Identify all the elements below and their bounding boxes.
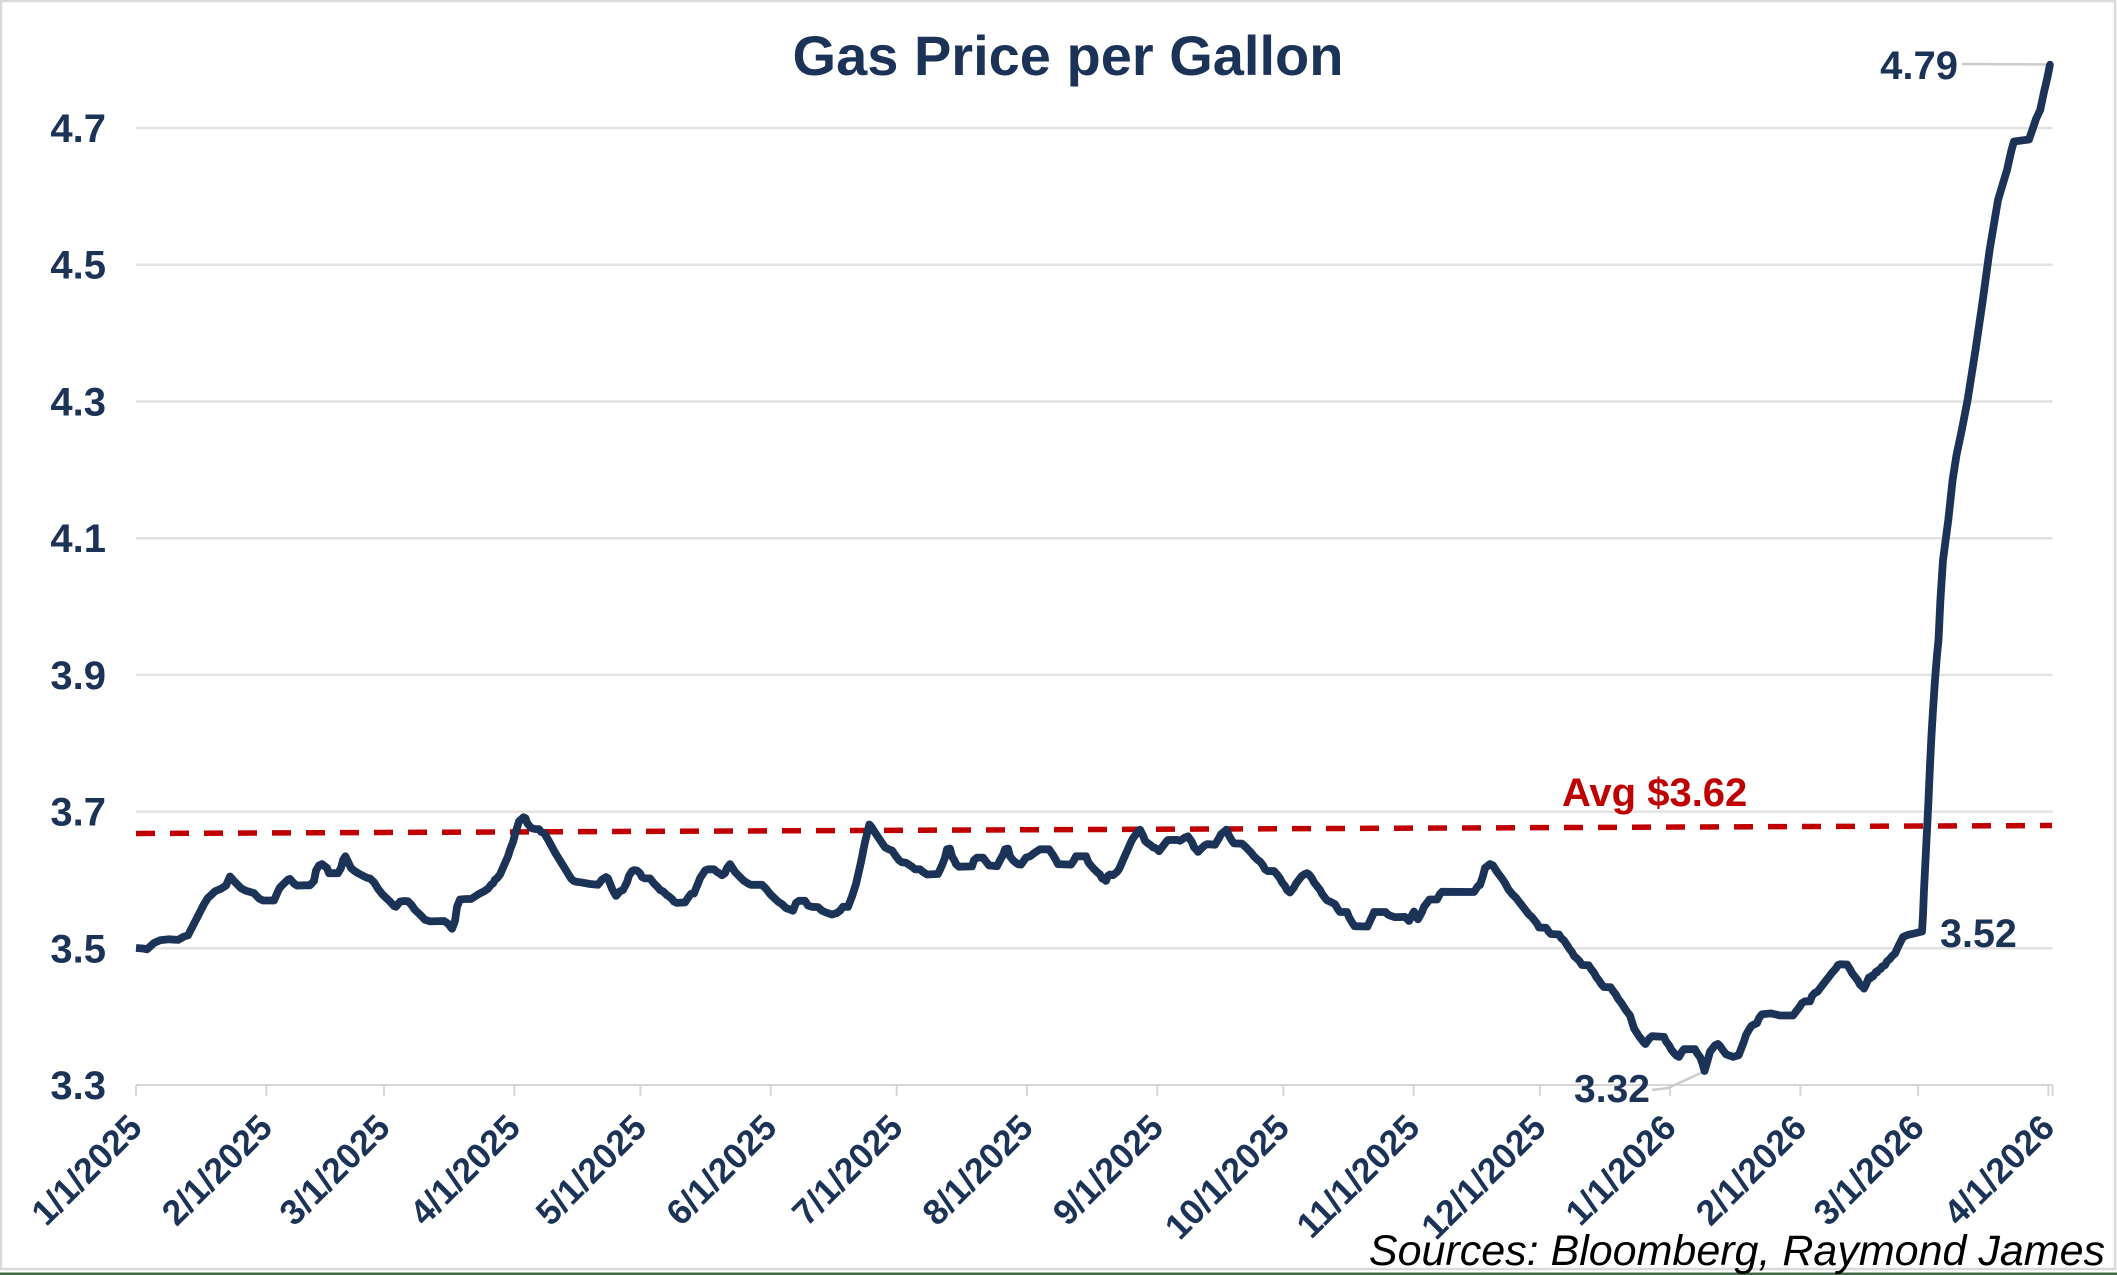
svg-text:Sources: Bloomberg, Raymond Ja: Sources: Bloomberg, Raymond James (1369, 1227, 2105, 1275)
svg-text:4.1: 4.1 (50, 517, 106, 561)
svg-text:4.79: 4.79 (1880, 44, 1958, 88)
svg-text:4.7: 4.7 (50, 107, 106, 151)
svg-text:3.3: 3.3 (50, 1064, 106, 1108)
svg-text:3.7: 3.7 (50, 791, 106, 835)
svg-text:Avg $3.62: Avg $3.62 (1562, 771, 1747, 815)
svg-text:3.9: 3.9 (50, 654, 106, 698)
svg-text:3.52: 3.52 (1940, 912, 2017, 956)
svg-text:Gas Price per Gallon: Gas Price per Gallon (793, 24, 1344, 87)
svg-text:4.3: 4.3 (50, 381, 106, 425)
svg-text:3.32: 3.32 (1574, 1068, 1650, 1111)
svg-text:3.5: 3.5 (50, 927, 106, 971)
svg-text:4.5: 4.5 (50, 244, 106, 288)
